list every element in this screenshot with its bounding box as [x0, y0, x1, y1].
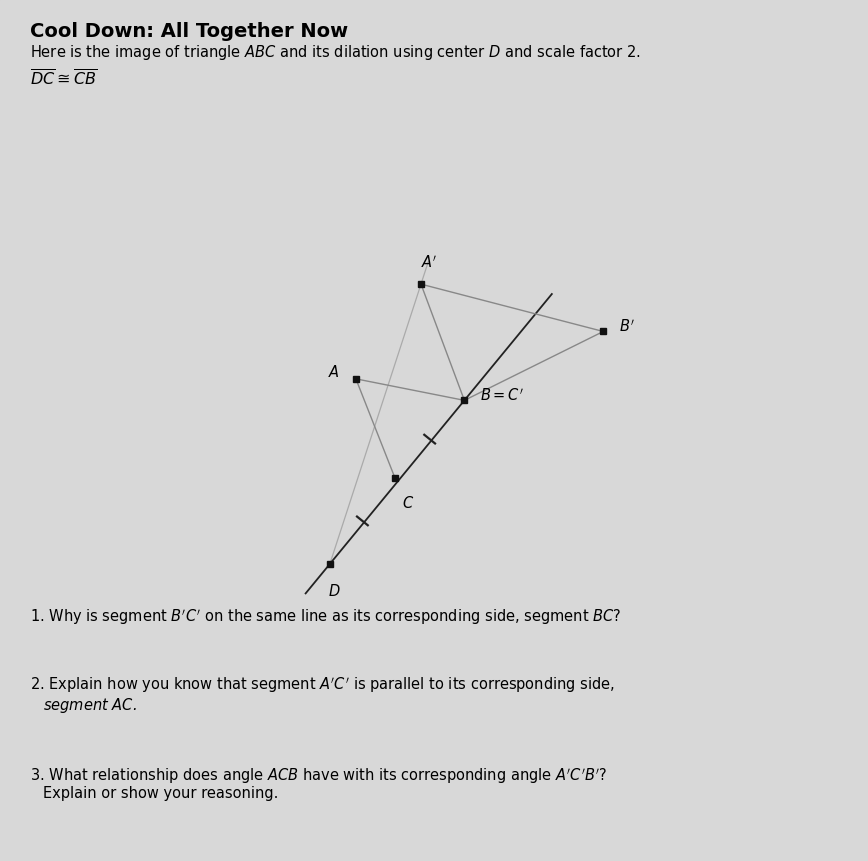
Text: $B = C'$: $B = C'$	[480, 387, 524, 405]
Text: $A'$: $A'$	[421, 255, 438, 271]
Text: $D$: $D$	[328, 583, 340, 599]
Text: 3. What relationship does angle $ACB$ have with its corresponding angle $A'C'B'$: 3. What relationship does angle $ACB$ ha…	[30, 766, 608, 786]
Text: $A$: $A$	[328, 364, 340, 380]
Text: segment $AC$.: segment $AC$.	[43, 696, 137, 715]
Text: $\overline{DC} \cong \overline{CB}$: $\overline{DC} \cong \overline{CB}$	[30, 69, 98, 89]
Text: 1. Why is segment $B'C'$ on the same line as its corresponding side, segment $BC: 1. Why is segment $B'C'$ on the same lin…	[30, 607, 621, 627]
Text: Cool Down: All Together Now: Cool Down: All Together Now	[30, 22, 349, 40]
Text: Explain or show your reasoning.: Explain or show your reasoning.	[43, 786, 279, 801]
Text: $B'$: $B'$	[619, 319, 635, 336]
Text: Here is the image of triangle $ABC$ and its dilation using center $D$ and scale : Here is the image of triangle $ABC$ and …	[30, 43, 641, 62]
Text: 2. Explain how you know that segment $A'C'$ is parallel to its corresponding sid: 2. Explain how you know that segment $A'…	[30, 676, 615, 696]
Text: $C$: $C$	[402, 495, 414, 511]
